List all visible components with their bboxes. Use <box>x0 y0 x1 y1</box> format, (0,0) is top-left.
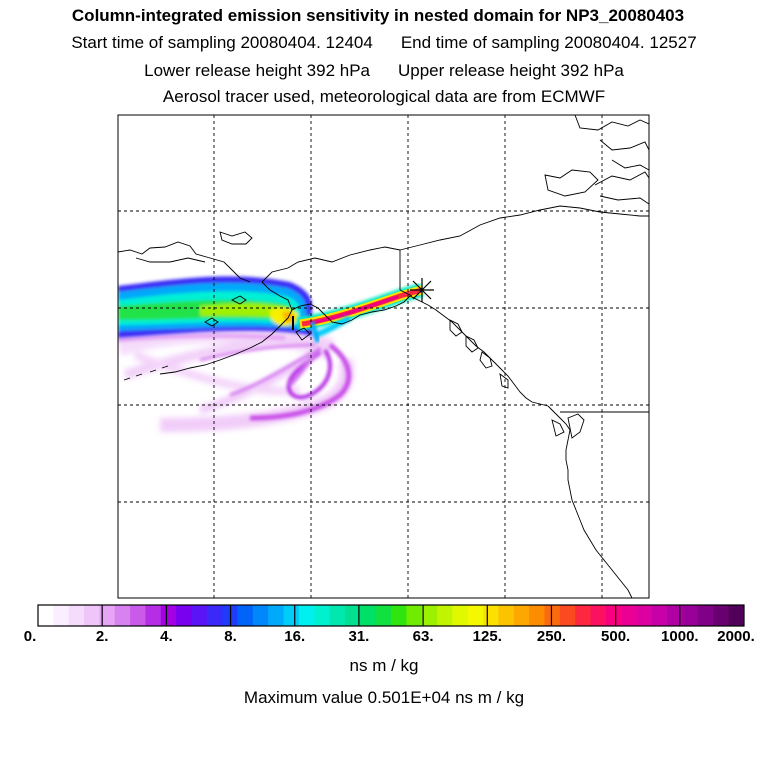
colorbar-swatch <box>605 605 622 626</box>
map-frame <box>117 114 650 599</box>
colorbar-swatch <box>467 605 484 626</box>
colorbar-swatch <box>590 605 607 626</box>
colorbar-swatch <box>160 605 177 626</box>
lower-release-text: Lower release height 392 hPa <box>144 61 370 80</box>
colorbar-swatch <box>145 605 162 626</box>
colorbar-swatch <box>513 605 530 626</box>
colorbar <box>37 604 745 627</box>
colorbar-units: ns m / kg <box>349 656 419 675</box>
colorbar-swatch <box>559 605 576 626</box>
colorbar-swatch <box>314 605 331 626</box>
colorbar-swatch <box>268 605 284 626</box>
colorbar-swatch <box>498 605 515 626</box>
sensitivity-plume <box>118 276 424 432</box>
colorbar-swatch <box>697 605 714 626</box>
colorbar-swatch <box>206 605 223 626</box>
colorbar-swatch <box>452 605 469 626</box>
colorbar-tick-label: 63. <box>412 628 434 645</box>
colorbar-swatch <box>391 605 407 626</box>
colorbar-swatch <box>636 605 653 626</box>
upper-release-text: Upper release height 392 hPa <box>398 61 624 80</box>
figure-title: Column-integrated emission sensitivity i… <box>71 6 685 25</box>
colorbar-tick-label: 1000. <box>661 628 699 645</box>
colorbar-tick-label: 250. <box>536 628 567 645</box>
map-area <box>118 115 649 598</box>
colorbar-swatch <box>682 605 699 626</box>
colorbar-swatch <box>130 605 146 626</box>
colorbar-swatch <box>575 605 591 626</box>
colorbar-swatch <box>344 605 361 626</box>
tracer-info-line: Aerosol tracer used, meteorological data… <box>162 87 606 106</box>
colorbar-swatch <box>483 605 499 626</box>
colorbar-swatch <box>421 605 438 626</box>
colorbar-swatch <box>621 605 637 626</box>
colorbar-swatch <box>252 605 269 626</box>
colorbar-tick-label: 16. <box>284 628 306 645</box>
colorbar-tick-label: 4. <box>160 628 173 645</box>
release-height-line: Lower release height 392 hPa Upper releas… <box>0 61 768 81</box>
colorbar-swatch <box>283 605 300 626</box>
colorbar-swatch <box>651 605 668 626</box>
colorbar-swatch <box>114 605 131 626</box>
colorbar-swatch <box>38 605 54 626</box>
colorbar-tick-label: 2000. <box>717 628 755 645</box>
colorbar-swatch <box>99 605 116 626</box>
colorbar-tick-label: 2. <box>95 628 109 645</box>
colorbar-swatch <box>68 605 85 626</box>
colorbar-swatch <box>329 605 346 626</box>
colorbar-swatch <box>529 605 545 626</box>
colorbar-swatch <box>237 605 254 626</box>
colorbar-swatch <box>713 605 730 626</box>
start-sampling-text: Start time of sampling 20080404. 12404 <box>71 33 373 52</box>
maximum-value-text: Maximum value 0.501E+04 ns m / kg <box>243 688 525 707</box>
colorbar-swatch <box>667 605 684 626</box>
colorbar-swatch <box>191 605 208 626</box>
colorbar-outline <box>37 604 745 627</box>
colorbar-tick-label: 0. <box>23 628 37 645</box>
colorbar-swatch <box>728 605 745 626</box>
colorbar-tick-label: 500. <box>601 628 631 645</box>
colorbar-swatch <box>406 605 423 626</box>
colorbar-tick-label: 125. <box>472 628 502 645</box>
end-sampling-text: End time of sampling 20080404. 12527 <box>400 33 697 52</box>
sampling-time-line: Start time of sampling 20080404. 12404 En… <box>0 33 768 53</box>
colorbar-tick-label: 31. <box>348 628 370 645</box>
colorbar-swatch <box>176 605 192 626</box>
colorbar-swatch <box>375 605 392 626</box>
colorbar-tick-label: 8. <box>224 628 237 645</box>
colorbar-swatch <box>84 605 100 626</box>
colorbar-swatch <box>544 605 561 626</box>
colorbar-swatch <box>53 605 70 626</box>
release-point-marker <box>410 278 434 302</box>
colorbar-swatch <box>437 605 453 626</box>
colorbar-swatch <box>360 605 377 626</box>
colorbar-swatch <box>298 605 315 626</box>
lat-lon-grid <box>118 115 649 598</box>
coastlines <box>118 115 649 598</box>
